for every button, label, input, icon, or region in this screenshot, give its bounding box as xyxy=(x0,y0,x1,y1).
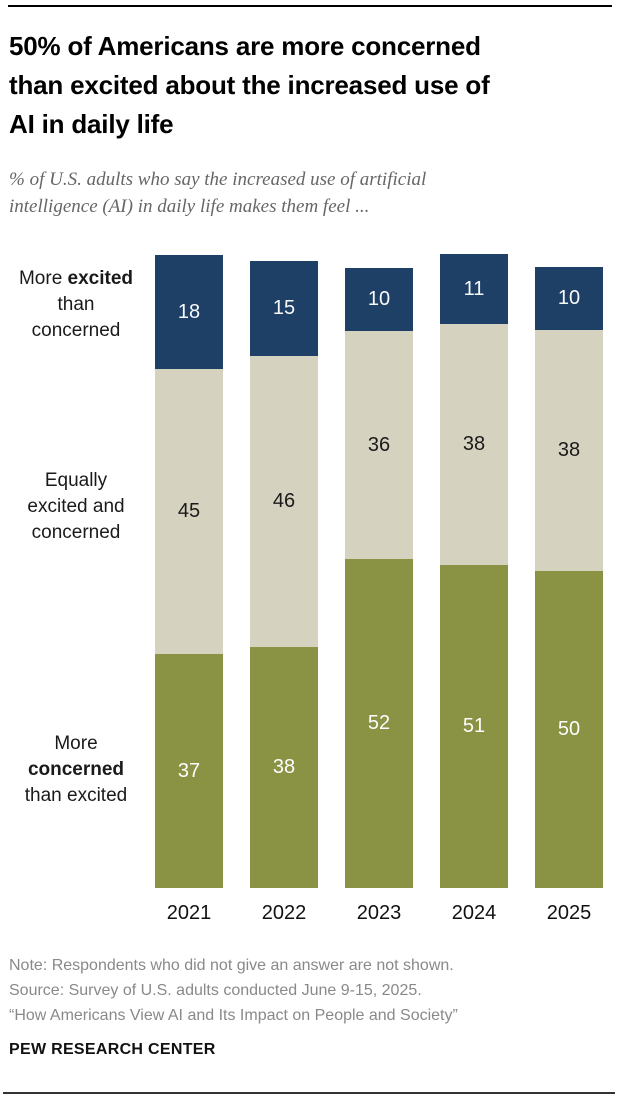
row-label-more-excited: More excited than concerned xyxy=(18,268,134,341)
segment-more-concerned: 52 xyxy=(345,559,413,888)
segment-more-excited: 15 xyxy=(250,261,318,356)
segment-more-concerned: 51 xyxy=(440,565,508,888)
bar-2024: 11 38 51 xyxy=(440,254,508,888)
x-tick-2021: 2021 xyxy=(166,902,212,924)
segment-more-excited: 10 xyxy=(535,267,603,330)
x-tick-2025: 2025 xyxy=(546,902,592,924)
value-label: 18 xyxy=(177,300,201,323)
subtitle-line: % of U.S. adults who say the increased u… xyxy=(9,169,427,190)
segment-more-concerned: 38 xyxy=(250,647,318,888)
bars-area: 18 45 37 15 46 38 10 36 52 11 38 51 10 38 50 xyxy=(155,254,603,888)
footer-notes: Note: Respondents who did not give an an… xyxy=(9,953,615,1028)
row-label-more-concerned: More concerned than excited xyxy=(24,733,128,806)
bar-2022: 15 46 38 xyxy=(250,261,318,888)
bottom-divider xyxy=(3,1092,615,1094)
segment-equally: 46 xyxy=(250,356,318,647)
value-label: 10 xyxy=(367,288,391,310)
chart-note: Note: Respondents who did not give an an… xyxy=(9,957,454,974)
segment-more-concerned: 50 xyxy=(535,571,603,888)
x-tick-2024: 2024 xyxy=(451,902,497,924)
bar-2025: 10 38 50 xyxy=(535,267,603,888)
value-label: 15 xyxy=(272,297,296,319)
value-label: 46 xyxy=(272,490,296,512)
segment-more-excited: 11 xyxy=(440,254,508,324)
subtitle-line: intelligence (AI) in daily life makes th… xyxy=(9,196,370,217)
segment-equally: 36 xyxy=(345,331,413,559)
value-label: 51 xyxy=(462,715,486,737)
chart-source: Source: Survey of U.S. adults conducted … xyxy=(9,982,422,999)
value-label: 52 xyxy=(367,712,391,734)
chart-report-title: “How Americans View AI and Its Impact on… xyxy=(9,1007,458,1024)
top-divider xyxy=(8,5,612,7)
segment-equally: 45 xyxy=(155,369,223,654)
value-label: 38 xyxy=(462,433,486,455)
chart-subtitle: % of U.S. adults who say the increased u… xyxy=(9,166,611,220)
value-label: 37 xyxy=(177,759,201,782)
segment-more-excited: 10 xyxy=(345,268,413,331)
stacked-bar-chart: More excited than concerned Equally excited … xyxy=(0,254,620,930)
category-row-labels: More excited than concerned Equally excited … xyxy=(2,255,150,888)
brand-wordmark: PEW RESEARCH CENTER xyxy=(9,1041,216,1058)
segment-more-excited: 18 xyxy=(155,255,223,369)
x-tick-2022: 2022 xyxy=(261,902,307,924)
value-label: 10 xyxy=(557,287,581,309)
value-label: 38 xyxy=(557,439,581,461)
segment-equally: 38 xyxy=(535,330,603,571)
bar-2023: 10 36 52 xyxy=(345,268,413,888)
x-tick-2023: 2023 xyxy=(356,902,402,924)
value-label: 36 xyxy=(367,433,391,456)
value-label: 11 xyxy=(463,277,485,300)
page-title: 50% of Americans are more concerned than… xyxy=(9,27,611,144)
title-line: AI in daily life xyxy=(9,109,174,139)
value-label: 38 xyxy=(272,756,296,778)
value-label: 45 xyxy=(177,500,201,522)
title-line: 50% of Americans are more concerned xyxy=(9,31,481,61)
row-label-equally: Equally excited and concerned xyxy=(27,470,125,543)
segment-equally: 38 xyxy=(440,324,508,565)
x-axis: 2021 2022 2023 2024 2025 xyxy=(155,902,603,925)
title-line: than excited about the increased use of xyxy=(9,70,490,100)
segment-more-concerned: 37 xyxy=(155,654,223,888)
bar-2021: 18 45 37 xyxy=(155,255,223,888)
value-label: 50 xyxy=(557,718,581,740)
